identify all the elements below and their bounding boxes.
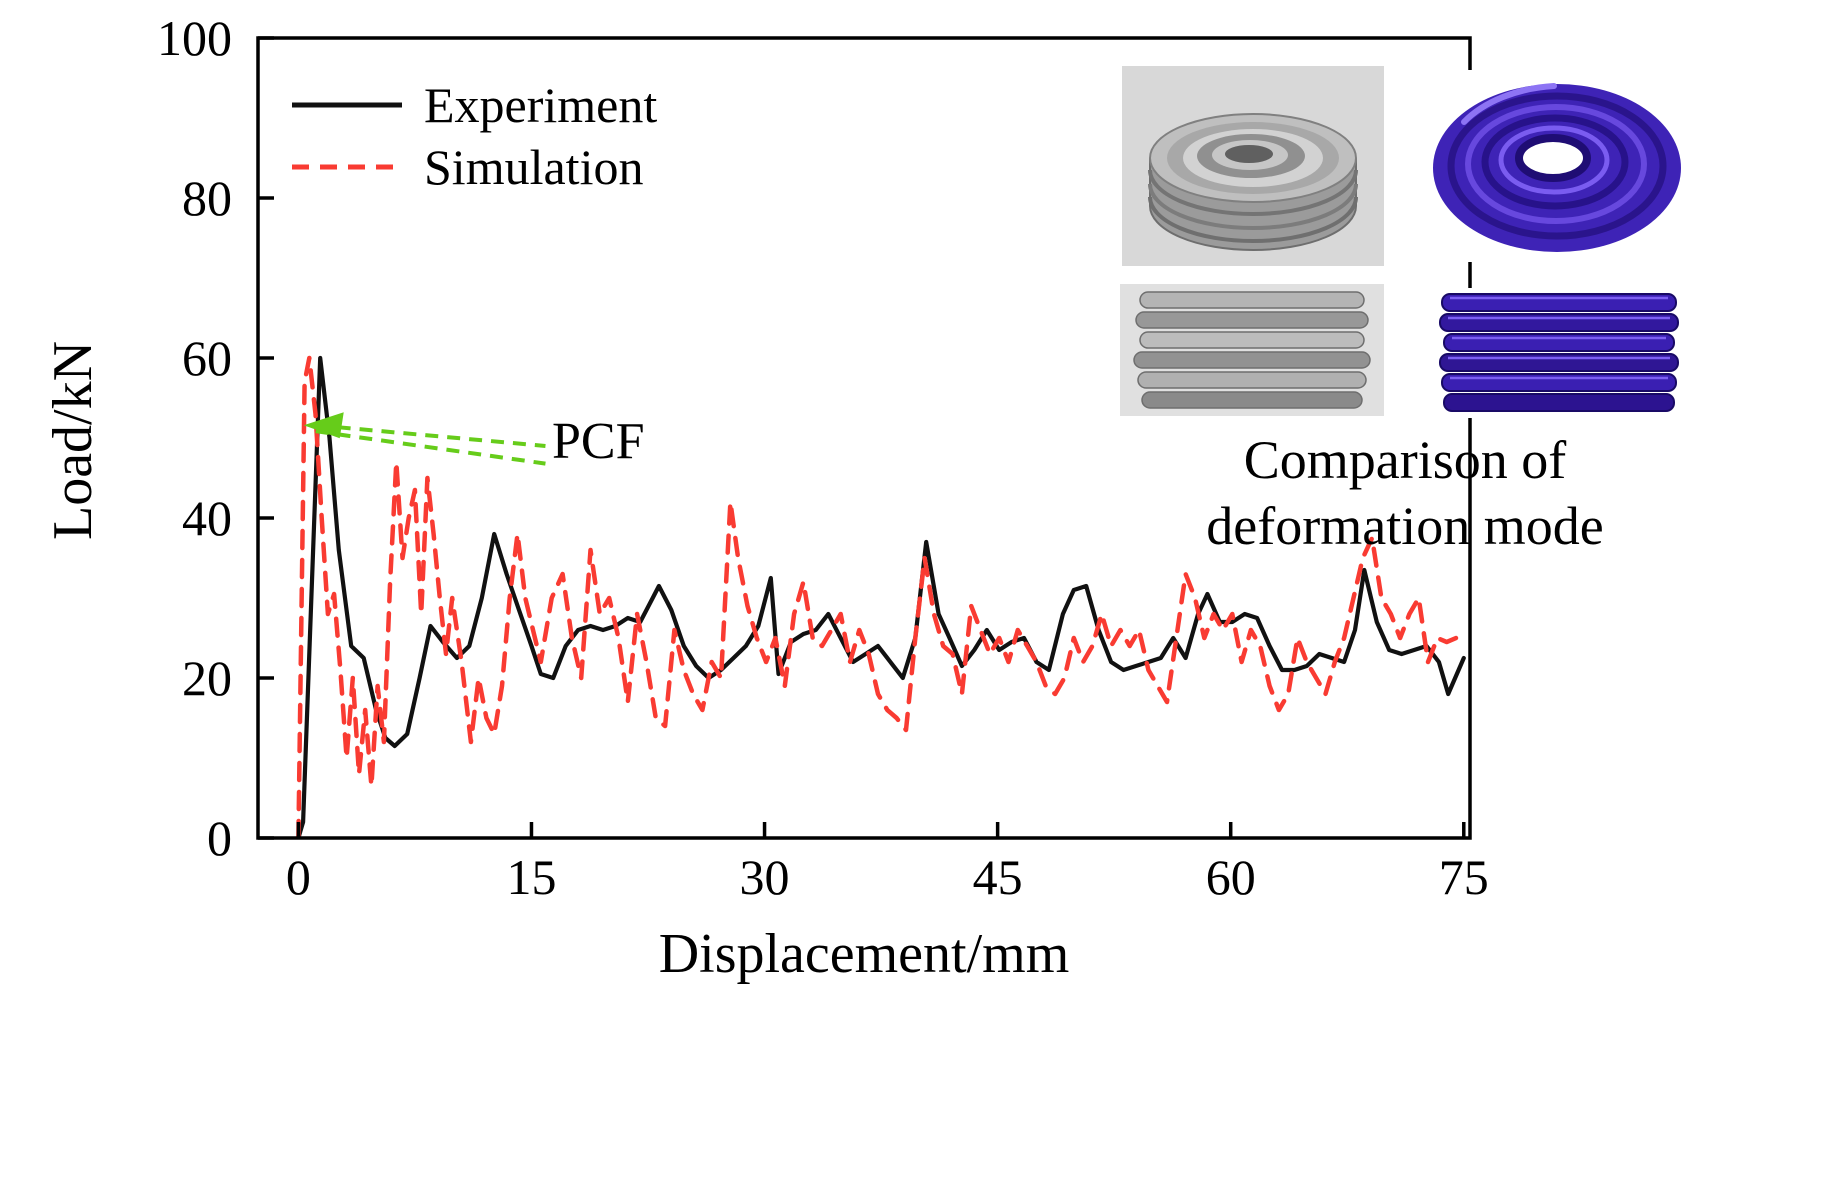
pcf-arrow-shaft bbox=[315, 423, 546, 448]
simulation-top-view-render bbox=[1424, 70, 1690, 262]
y-tick-label: 80 bbox=[182, 170, 232, 226]
x-tick-label: 60 bbox=[1206, 849, 1256, 905]
simulation-line-sample-icon bbox=[292, 164, 402, 170]
y-tick-label: 20 bbox=[182, 650, 232, 706]
legend-label-experiment: Experiment bbox=[424, 77, 658, 133]
y-axis-title: Load/kN bbox=[42, 340, 104, 540]
x-axis-title: Displacement/mm bbox=[658, 923, 1070, 985]
x-tick-label: 0 bbox=[286, 849, 311, 905]
x-tick-label: 75 bbox=[1439, 849, 1489, 905]
y-tick-label: 100 bbox=[157, 10, 232, 66]
simulation-side-view-render bbox=[1428, 288, 1690, 418]
experiment-top-view-photo bbox=[1122, 66, 1384, 266]
inset-caption: Comparison of deformation mode bbox=[1085, 428, 1725, 560]
y-tick-label: 60 bbox=[182, 330, 232, 386]
series-group bbox=[296, 355, 1467, 838]
y-tick-label: 0 bbox=[207, 810, 232, 866]
x-tick-label: 30 bbox=[740, 849, 790, 905]
legend-label-simulation: Simulation bbox=[424, 139, 644, 195]
x-tick-label: 15 bbox=[506, 849, 556, 905]
legend-row-simulation: Simulation bbox=[292, 136, 657, 198]
series-line-simulation bbox=[296, 355, 1467, 838]
inset-caption-line2: deformation mode bbox=[1206, 495, 1604, 556]
legend-row-experiment: Experiment bbox=[292, 74, 657, 136]
inset-caption-line1: Comparison of bbox=[1243, 430, 1567, 490]
plot-frame bbox=[256, 36, 1472, 840]
y-tick-label: 40 bbox=[182, 490, 232, 546]
legend: Experiment Simulation bbox=[292, 74, 657, 198]
pcf-annotation-label: PCF bbox=[552, 413, 645, 470]
pcf-arrow-shaft bbox=[315, 429, 546, 466]
pcf-arrow-head-icon bbox=[303, 412, 344, 439]
series-line-experiment bbox=[296, 355, 1466, 838]
experiment-side-view-photo bbox=[1120, 284, 1384, 416]
experiment-line-sample-icon bbox=[292, 102, 402, 108]
x-tick-label: 45 bbox=[973, 849, 1023, 905]
